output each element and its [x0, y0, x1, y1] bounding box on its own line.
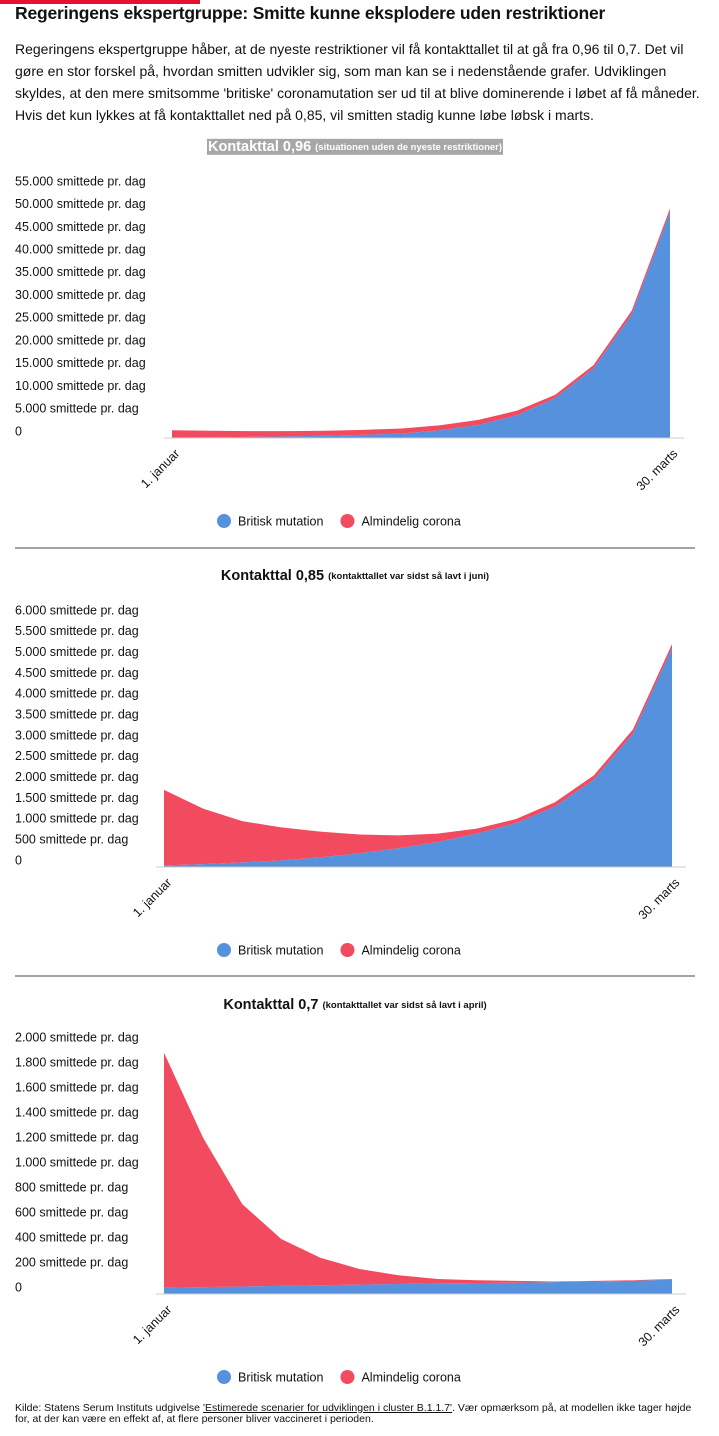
chart-title-main: Kontakttal 0,85: [221, 568, 324, 584]
x-tick-label: 30. marts: [636, 1303, 683, 1350]
y-tick-label: 35.000 smittede pr. dag: [15, 265, 146, 279]
y-tick-label: 3.500 smittede pr. dag: [15, 707, 139, 721]
title-highlight: [206, 138, 504, 155]
y-tick-label: 0: [15, 1280, 22, 1294]
legend-dot: [340, 943, 355, 957]
y-tick-label: 40.000 smittede pr. dag: [15, 242, 146, 256]
legend-label: Almindelig corona: [361, 1370, 460, 1384]
y-tick-label: 20.000 smittede pr. dag: [15, 333, 146, 347]
legend-label: Almindelig corona: [361, 943, 460, 957]
area: [172, 212, 670, 438]
y-tick-label: 1.000 smittede pr. dag: [15, 1155, 139, 1169]
legend-dot: [340, 514, 355, 528]
legend-dot: [217, 1370, 231, 1384]
source: Kilde: Statens Serum Instituts udgivelse…: [15, 1403, 705, 1425]
y-tick-label: 0: [15, 853, 22, 867]
area: [164, 1052, 672, 1288]
y-tick-label: 55.000 smittede pr. dag: [15, 174, 146, 188]
chart-subtitle: (kontakttallet var sidst så lavt i april…: [322, 1000, 486, 1011]
x-tick-label: 30. marts: [636, 876, 683, 923]
y-tick-label: 1.600 smittede pr. dag: [15, 1080, 139, 1094]
y-tick-label: 50.000 smittede pr. dag: [15, 197, 146, 211]
legend-label: Britisk mutation: [238, 943, 323, 957]
legend-dot: [217, 514, 231, 528]
source-link[interactable]: 'Estimerede scenarier for udviklingen i …: [202, 1402, 453, 1414]
y-tick-label: 800 smittede pr. dag: [15, 1180, 128, 1194]
y-tick-label: 2.000 smittede pr. dag: [15, 1030, 139, 1044]
legend-label: Britisk mutation: [238, 1370, 323, 1384]
y-tick-label: 45.000 smittede pr. dag: [15, 220, 146, 234]
chart-title-main: Kontakttal 0,7: [223, 997, 318, 1013]
y-tick-label: 1.400 smittede pr. dag: [15, 1105, 139, 1119]
y-tick-label: 1.000 smittede pr. dag: [15, 812, 139, 826]
chart-title: Kontakttal 0,85 (kontakttallet var sidst …: [221, 568, 489, 584]
y-tick-label: 5.000 smittede pr. dag: [15, 402, 139, 416]
area: [164, 648, 672, 867]
chart-title: Kontakttal 0,96 (situationen uden de nyes…: [208, 139, 502, 155]
legend-dot: [217, 943, 231, 957]
legend-label: Almindelig corona: [361, 514, 460, 528]
source-text: . Vær opmærksom på, at modellen ikke tag…: [15, 1402, 692, 1425]
x-tick-label: 1. januar: [130, 1303, 174, 1347]
y-tick-label: 4.000 smittede pr. dag: [15, 687, 139, 701]
y-tick-label: 6.000 smittede pr. dag: [15, 603, 139, 617]
chart-title: Kontakttal 0,7 (kontakttallet var sidst s…: [223, 997, 486, 1013]
y-tick-label: 5.500 smittede pr. dag: [15, 624, 139, 638]
y-tick-label: 400 smittede pr. dag: [15, 1230, 128, 1244]
legend-label: Britisk mutation: [238, 514, 323, 528]
chart-title-main: Kontakttal 0,96: [208, 139, 311, 155]
x-tick-label: 30. marts: [634, 447, 681, 494]
area: [164, 644, 672, 866]
intro: Regeringens ekspertgruppe håber, at de n…: [15, 41, 700, 123]
page-title: Regeringens ekspertgruppe: Smitte kunne …: [15, 3, 606, 23]
y-tick-label: 4.500 smittede pr. dag: [15, 666, 139, 680]
legend-dot: [340, 1370, 355, 1384]
chart-subtitle: (situationen uden de nyeste restriktione…: [315, 142, 502, 153]
y-tick-label: 15.000 smittede pr. dag: [15, 356, 146, 370]
area: [164, 1279, 672, 1294]
x-tick-label: 1. januar: [138, 447, 182, 491]
y-tick-label: 2.000 smittede pr. dag: [15, 770, 139, 784]
chart-subtitle: (kontakttallet var sidst så lavt i juni): [328, 571, 489, 582]
y-tick-label: 10.000 smittede pr. dag: [15, 379, 146, 393]
y-tick-label: 3.000 smittede pr. dag: [15, 728, 139, 742]
y-tick-label: 500 smittede pr. dag: [15, 832, 128, 846]
source-text: Kilde: Statens Serum Instituts udgivelse: [15, 1402, 203, 1414]
y-tick-label: 0: [15, 424, 22, 438]
y-tick-label: 600 smittede pr. dag: [15, 1205, 128, 1219]
x-tick-label: 1. januar: [130, 876, 174, 920]
y-tick-label: 1.200 smittede pr. dag: [15, 1130, 139, 1144]
y-tick-label: 200 smittede pr. dag: [15, 1255, 128, 1269]
accent-bar: [0, 0, 200, 4]
y-tick-label: 2.500 smittede pr. dag: [15, 749, 139, 763]
y-tick-label: 30.000 smittede pr. dag: [15, 288, 146, 302]
y-tick-label: 1.800 smittede pr. dag: [15, 1055, 139, 1069]
y-tick-label: 25.000 smittede pr. dag: [15, 311, 146, 325]
y-tick-label: 1.500 smittede pr. dag: [15, 791, 139, 805]
y-tick-label: 5.000 smittede pr. dag: [15, 645, 139, 659]
